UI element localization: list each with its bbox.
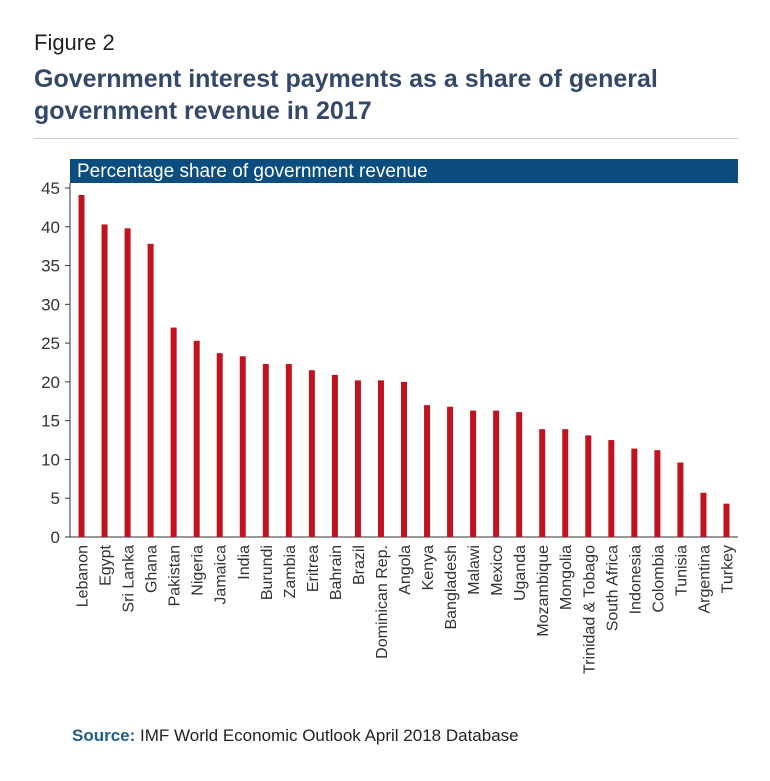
x-tick-label: Mongolia [558, 545, 575, 610]
y-tick-label: 20 [41, 373, 60, 392]
bar [585, 435, 592, 537]
y-tick-label: 15 [41, 412, 60, 431]
x-tick-label: Burundi [259, 545, 276, 600]
bar [331, 374, 338, 537]
bar [170, 327, 177, 537]
x-tick-label: Indonesia [627, 545, 644, 614]
x-tick-label: Sri Lanka [121, 545, 138, 613]
y-tick-label: 0 [51, 528, 60, 547]
bar [78, 194, 85, 538]
x-tick-label: Ghana [144, 545, 161, 593]
x-tick-label: Trinidad & Tobago [581, 545, 598, 674]
bar [377, 380, 384, 537]
bar [401, 381, 407, 537]
y-tick-label: 10 [41, 450, 60, 469]
x-tick-label: Mozambique [535, 545, 552, 637]
source-label: Source: [72, 726, 136, 745]
x-tick-label: India [236, 545, 253, 580]
x-tick-label: Turkey [719, 545, 736, 593]
bar [216, 353, 223, 537]
bar [239, 356, 246, 537]
x-tick-label: Bangladesh [443, 545, 460, 630]
x-tick-label: South Africa [604, 545, 621, 631]
bar [677, 462, 684, 537]
x-tick-label: Argentina [696, 545, 713, 614]
bar [470, 410, 477, 537]
chart-title: Government interest payments as a share … [34, 65, 658, 125]
y-tick-label: 25 [41, 334, 60, 353]
bar [562, 429, 569, 537]
x-tick-label: Dominican Rep. [374, 545, 391, 659]
x-tick-label: Pakistan [167, 545, 184, 606]
bar [308, 370, 315, 537]
bar [654, 450, 661, 537]
chart-header-band [70, 159, 738, 183]
bar [354, 380, 361, 537]
chart-subtitle: Percentage share of government revenue [77, 161, 428, 182]
bar [631, 448, 638, 537]
x-tick-label: Brazil [351, 545, 368, 585]
y-tick-label: 5 [51, 489, 60, 508]
bar [124, 228, 131, 537]
bar [193, 340, 200, 537]
figure-label: Figure 2 [34, 30, 115, 55]
bar [516, 412, 523, 537]
bar [539, 429, 546, 537]
bar [608, 440, 615, 537]
bar [285, 364, 292, 537]
x-tick-label: Zambia [282, 545, 299, 598]
y-tick-label: 40 [41, 218, 60, 237]
x-tick-label: Egypt [98, 544, 115, 585]
bar [262, 364, 269, 537]
x-tick-label: Nigeria [190, 545, 207, 596]
x-tick-label: Colombia [650, 545, 667, 613]
bar [493, 410, 500, 537]
x-tick-label: Mexico [489, 545, 506, 596]
y-tick-label: 45 [41, 179, 60, 198]
x-tick-label: Malawi [466, 545, 483, 595]
x-tick-label: Lebanon [75, 545, 92, 607]
x-tick-label: Eritrea [305, 545, 322, 592]
x-tick-label: Jamaica [213, 545, 230, 605]
x-tick-label: Kenya [420, 545, 437, 590]
bar [723, 503, 730, 537]
y-tick-label: 30 [41, 295, 60, 314]
source-text: IMF World Economic Outlook April 2018 Da… [140, 726, 519, 745]
bar [147, 243, 154, 537]
bar [700, 492, 707, 537]
bar [447, 406, 454, 537]
title-divider [34, 138, 738, 139]
x-tick-label: Angola [397, 545, 414, 595]
bar [424, 405, 431, 537]
y-tick-label: 35 [41, 257, 60, 276]
x-tick-label: Tunisia [673, 545, 690, 596]
x-tick-label: Uganda [512, 545, 529, 601]
bar [101, 224, 108, 537]
source-note: Source: IMF World Economic Outlook April… [72, 726, 519, 746]
x-tick-label: Bahrain [328, 545, 345, 600]
